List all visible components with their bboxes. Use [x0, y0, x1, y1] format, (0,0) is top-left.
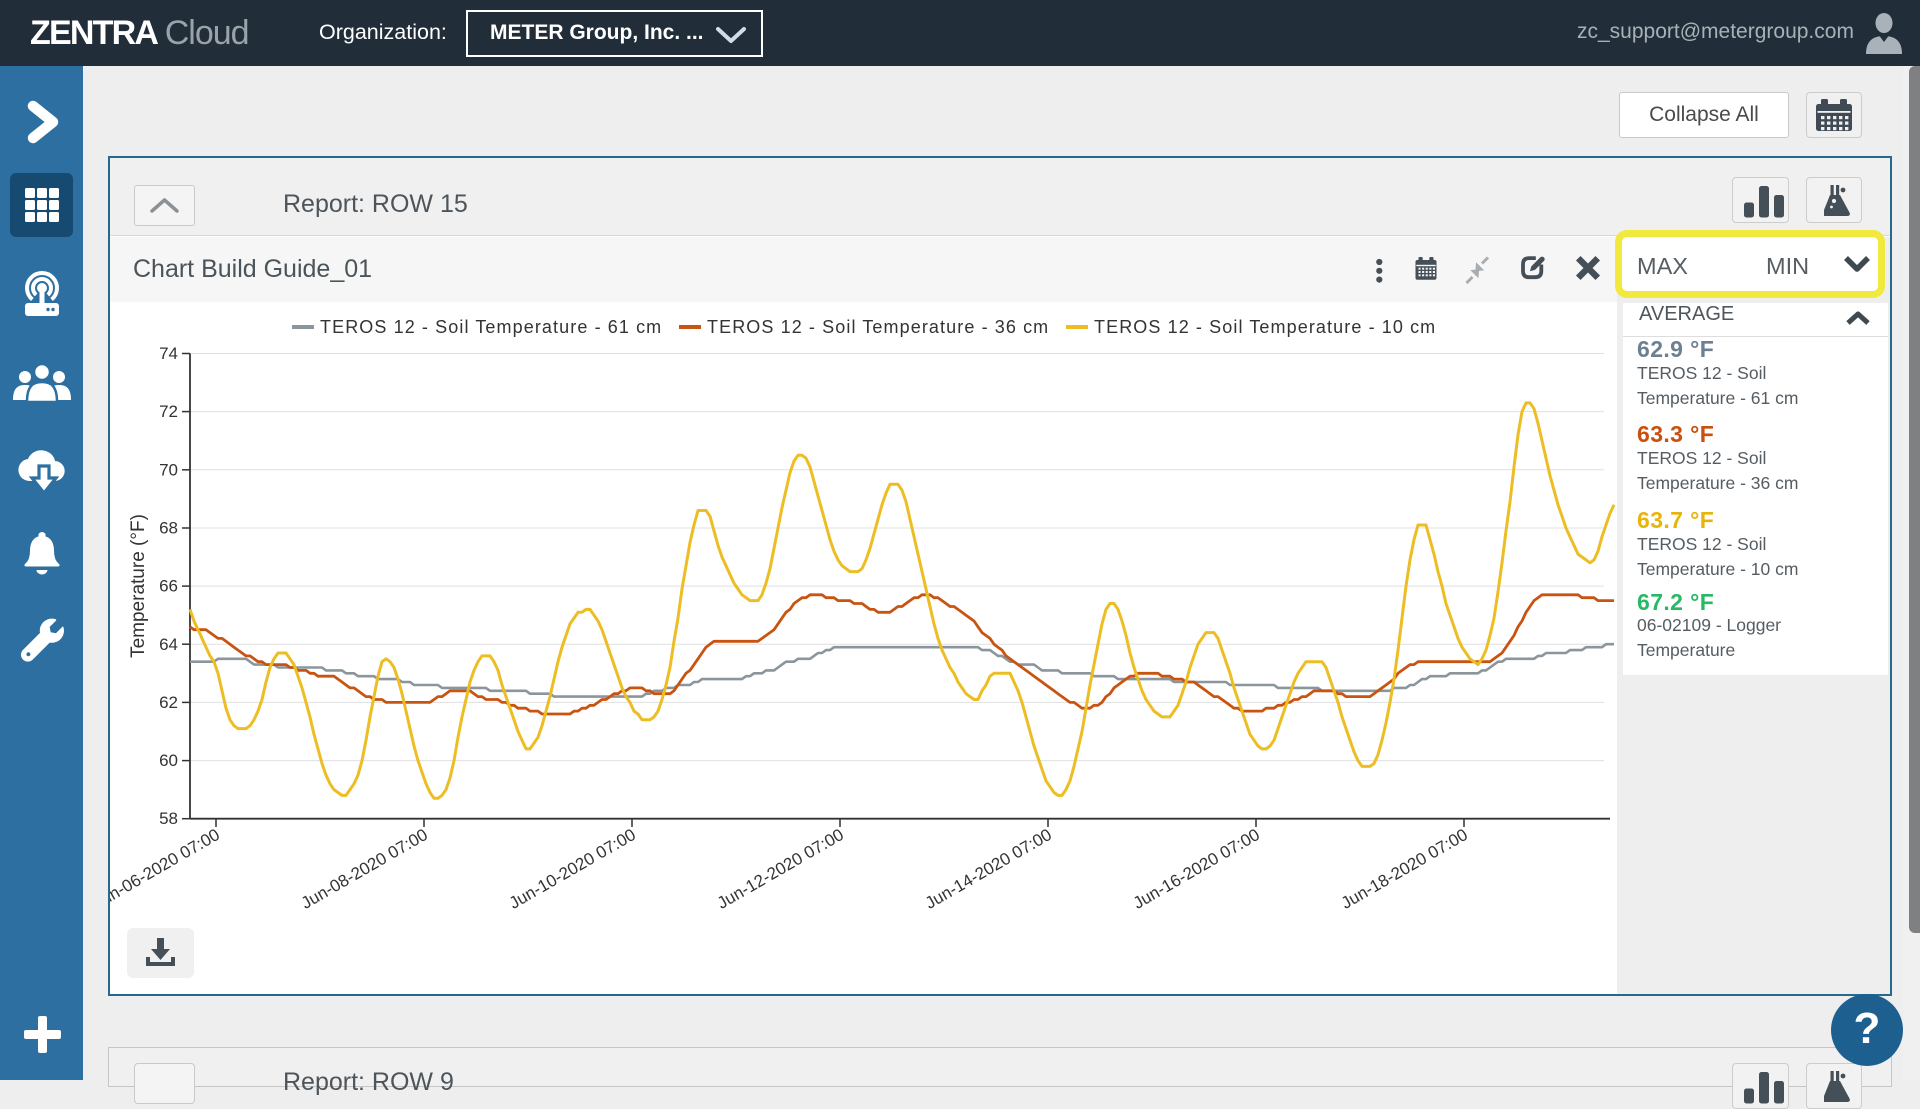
svg-text:TEROS 12 - Soil Temperature -: TEROS 12 - Soil Temperature - 10 cm [1094, 317, 1436, 337]
svg-text:68: 68 [159, 519, 178, 538]
svg-text:74: 74 [159, 344, 178, 363]
svg-text:66: 66 [159, 577, 178, 596]
svg-text:60: 60 [159, 751, 178, 770]
svg-text:70: 70 [159, 460, 178, 479]
svg-text:Jun-12-2020 07:00: Jun-12-2020 07:00 [714, 825, 847, 913]
svg-text:64: 64 [159, 635, 178, 654]
svg-text:TEROS 12 - Soil Temperature -: TEROS 12 - Soil Temperature - 61 cm [320, 317, 662, 337]
svg-text:Jun-18-2020 07:00: Jun-18-2020 07:00 [1338, 825, 1471, 913]
svg-text:Jun-08-2020 07:00: Jun-08-2020 07:00 [298, 825, 431, 913]
svg-text:Jun-14-2020 07:00: Jun-14-2020 07:00 [922, 825, 1055, 913]
svg-text:TEROS 12 - Soil Temperature -: TEROS 12 - Soil Temperature - 36 cm [707, 317, 1049, 337]
svg-text:72: 72 [159, 402, 178, 421]
svg-text:Jun-06-2020 07:00: Jun-06-2020 07:00 [110, 825, 223, 913]
svg-text:Temperature (°F): Temperature (°F) [128, 514, 149, 658]
svg-text:58: 58 [159, 809, 178, 828]
svg-text:Jun-10-2020 07:00: Jun-10-2020 07:00 [506, 825, 639, 913]
svg-text:62: 62 [159, 693, 178, 712]
svg-text:Jun-16-2020 07:00: Jun-16-2020 07:00 [1130, 825, 1263, 913]
